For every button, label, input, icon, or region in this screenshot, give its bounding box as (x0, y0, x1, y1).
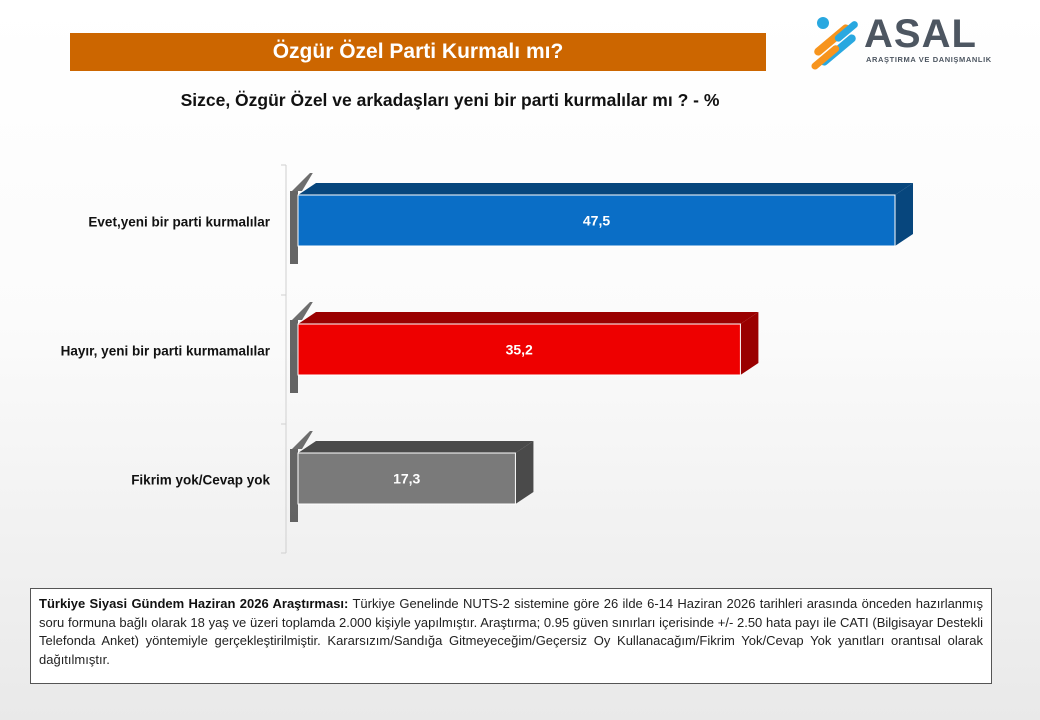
bar-group-0: 47,5 Evet,yeni bir parti kurmalılar (88, 173, 913, 264)
page-title: Özgür Özel Parti Kurmalı mı? (70, 33, 766, 71)
methodology-note-text: Türkiye Genelinde NUTS-2 sistemine göre … (39, 596, 983, 667)
bar-side-2 (515, 441, 534, 504)
bar-value-label-1: 35,2 (506, 342, 533, 358)
logo-tagline: ARAŞTIRMA VE DANIŞMANLIK (866, 55, 992, 64)
bar-base-2 (290, 449, 298, 522)
logo-wordmark: ASAL (864, 12, 977, 56)
methodology-note: Türkiye Siyasi Gündem Haziran 2026 Araşt… (30, 588, 992, 684)
bar-value-label-2: 17,3 (393, 471, 420, 487)
bar-base-shadow-2 (292, 431, 313, 449)
bar-group-2: 17,3 Fikrim yok/Cevap yok (131, 431, 534, 522)
bar-top-0 (298, 183, 913, 195)
bar-0 (297, 194, 896, 247)
bar-side-1 (740, 312, 759, 375)
bar-base-0 (290, 191, 298, 264)
bar-top-1 (298, 312, 759, 324)
bar-base-shadow-1 (292, 302, 313, 320)
bar-1 (297, 323, 741, 376)
bar-value-label-0: 47,5 (583, 213, 610, 229)
asal-logo: ASAL ARAŞTIRMA VE DANIŞMANLIK (806, 12, 1006, 70)
bar-group-1: 35,2 Hayır, yeni bir parti kurmamalılar (61, 302, 759, 393)
category-label-0: Evet,yeni bir parti kurmalılar (88, 215, 270, 230)
bar-side-0 (895, 183, 913, 246)
bar-top-2 (298, 441, 534, 453)
category-label-2: Fikrim yok/Cevap yok (131, 473, 270, 488)
methodology-note-heading: Türkiye Siyasi Gündem Haziran 2026 Araşt… (39, 596, 349, 611)
logo-mark-icon (811, 17, 858, 70)
bar-base-shadow-0 (292, 173, 313, 191)
chart-subtitle: Sizce, Özgür Özel ve arkadaşları yeni bi… (180, 90, 720, 110)
bar-chart: 47,5 Evet,yeni bir parti kurmalılar 35,2 Ha… (61, 164, 913, 554)
category-label-1: Hayır, yeni bir parti kurmamalılar (61, 344, 271, 359)
bar-base-1 (290, 320, 298, 393)
bar-2 (297, 452, 516, 505)
